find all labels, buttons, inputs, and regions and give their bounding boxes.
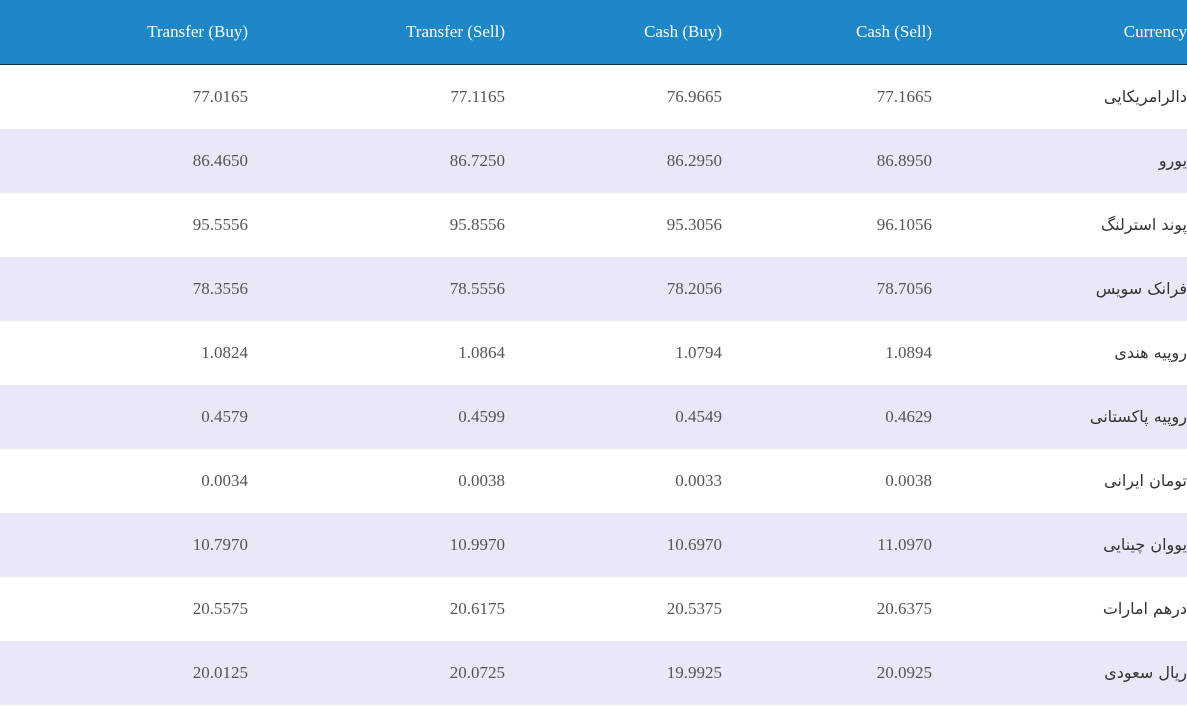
- table-row: 0.4579 0.4599 0.4549 0.4629 روپیه پاکستا…: [0, 384, 1187, 449]
- table-row: 1.0824 1.0864 1.0794 1.0894 روپیه هندی: [0, 321, 1187, 385]
- table-row: 10.7970 10.9970 10.6970 11.0970 یووان چی…: [0, 512, 1187, 577]
- cell-cash-sell: 20.0925: [876, 662, 932, 682]
- table-body: 77.0165 77.1165 76.9665 77.1665 دالرامری…: [0, 64, 1187, 705]
- cell-transfer-sell: 78.5556: [449, 278, 505, 298]
- cell-cash-buy: 78.2056: [666, 278, 722, 298]
- cell-transfer-buy: 20.0125: [192, 662, 248, 682]
- cell-transfer-buy: 10.7970: [192, 534, 248, 554]
- cell-transfer-buy: 0.0034: [201, 470, 248, 490]
- table-row: 78.3556 78.5556 78.2056 78.7056 فرانک سو…: [0, 256, 1187, 321]
- cell-currency: دالرامریکایی: [1103, 87, 1187, 106]
- cell-transfer-sell: 95.8556: [449, 214, 505, 234]
- cell-currency: ریال سعودی: [1104, 663, 1187, 682]
- cell-cash-sell: 0.4629: [885, 406, 932, 426]
- cell-cash-buy: 20.5375: [666, 598, 722, 618]
- cell-currency: درهم امارات: [1102, 599, 1187, 618]
- cell-currency: روپیه پاکستانی: [1089, 407, 1187, 426]
- table-row: 20.5575 20.6175 20.5375 20.6375 درهم اما…: [0, 577, 1187, 641]
- table-row: 95.5556 95.8556 95.3056 96.1056 پوند است…: [0, 193, 1187, 257]
- table-header: Transfer (Buy) Transfer (Sell) Cash (Buy…: [0, 0, 1187, 65]
- cell-currency: روپیه هندی: [1114, 343, 1187, 362]
- cell-transfer-buy: 86.4650: [192, 150, 248, 170]
- cell-cash-sell: 1.0894: [885, 342, 932, 362]
- cell-transfer-sell: 1.0864: [458, 342, 505, 362]
- cell-cash-sell: 78.7056: [876, 278, 932, 298]
- cell-transfer-sell: 10.9970: [449, 534, 505, 554]
- cell-currency: پوند استرلنگ: [1100, 215, 1187, 234]
- cell-cash-sell: 0.0038: [885, 470, 932, 490]
- table-row: 86.4650 86.7250 86.2950 86.8950 یورو: [0, 128, 1187, 193]
- cell-currency: یووان چینایی: [1103, 535, 1187, 554]
- cell-cash-buy: 76.9665: [666, 86, 722, 106]
- table-row: 77.0165 77.1165 76.9665 77.1665 دالرامری…: [0, 64, 1187, 129]
- cell-transfer-buy: 1.0824: [201, 342, 248, 362]
- cell-transfer-sell: 77.1165: [450, 86, 505, 106]
- cell-cash-sell: 20.6375: [876, 598, 932, 618]
- cell-transfer-sell: 20.6175: [449, 598, 505, 618]
- header-currency: Currency: [932, 0, 1187, 65]
- cell-cash-sell: 86.8950: [876, 150, 932, 170]
- cell-transfer-sell: 20.0725: [449, 662, 505, 682]
- cell-cash-sell: 11.0970: [877, 534, 932, 554]
- cell-transfer-buy: 0.4579: [201, 406, 248, 426]
- cell-cash-sell: 96.1056: [876, 214, 932, 234]
- table-row: 20.0125 20.0725 19.9925 20.0925 ریال سعو…: [0, 640, 1187, 705]
- cell-cash-buy: 10.6970: [666, 534, 722, 554]
- cell-transfer-sell: 86.7250: [449, 150, 505, 170]
- cell-transfer-buy: 20.5575: [192, 598, 248, 618]
- cell-cash-buy: 0.0033: [675, 470, 722, 490]
- cell-transfer-buy: 95.5556: [192, 214, 248, 234]
- table-row: 0.0034 0.0038 0.0033 0.0038 تومان ایرانی: [0, 449, 1187, 513]
- cell-cash-buy: 1.0794: [675, 342, 722, 362]
- cell-cash-buy: 95.3056: [666, 214, 722, 234]
- header-row: Transfer (Buy) Transfer (Sell) Cash (Buy…: [0, 0, 1187, 65]
- cell-transfer-buy: 78.3556: [192, 278, 248, 298]
- cell-cash-buy: 19.9925: [666, 662, 722, 682]
- header-transfer-sell: Transfer (Sell): [248, 0, 505, 65]
- cell-cash-buy: 86.2950: [666, 150, 722, 170]
- cell-currency: تومان ایرانی: [1104, 471, 1187, 490]
- cell-transfer-buy: 77.0165: [192, 86, 248, 106]
- cell-transfer-sell: 0.0038: [458, 470, 505, 490]
- header-cash-sell: Cash (Sell): [722, 0, 932, 65]
- cell-cash-buy: 0.4549: [675, 406, 722, 426]
- header-cash-buy: Cash (Buy): [505, 0, 722, 65]
- cell-currency: فرانک سویس: [1095, 279, 1187, 298]
- cell-transfer-sell: 0.4599: [458, 406, 505, 426]
- header-transfer-buy: Transfer (Buy): [0, 0, 248, 65]
- cell-cash-sell: 77.1665: [876, 86, 932, 106]
- cell-currency: یورو: [1158, 151, 1187, 170]
